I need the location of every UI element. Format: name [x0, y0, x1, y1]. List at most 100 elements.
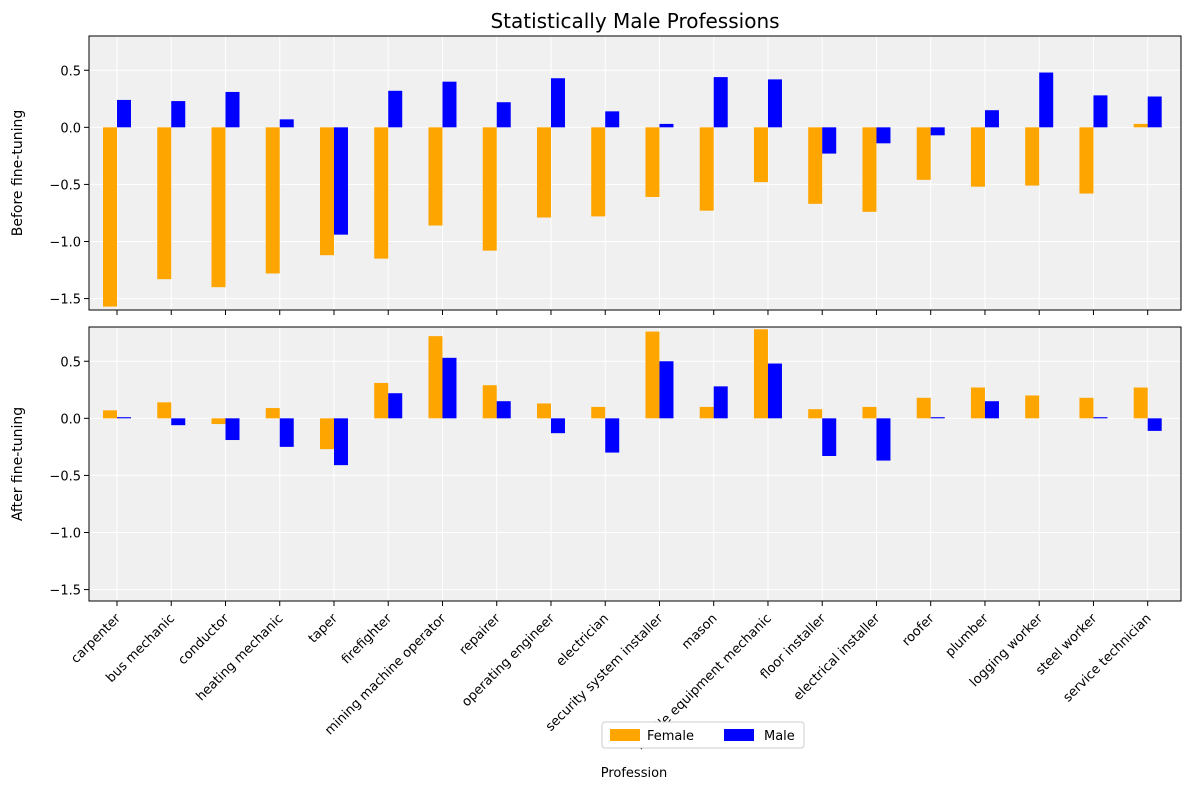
bar-female-firefighter: [374, 382, 389, 419]
bar-male-plumber: [984, 110, 999, 128]
chart-title: Statistically Male Professions: [490, 9, 779, 33]
bar-male-heating-mechanic: [279, 418, 294, 447]
bar-female-plumber: [970, 127, 985, 187]
x-tick-label: carpenter: [68, 611, 124, 667]
bar-female-mason: [699, 127, 714, 211]
bar-male-electrician: [605, 111, 620, 128]
bar-male-bus-mechanic: [171, 101, 186, 128]
bar-female-carpenter: [103, 410, 117, 419]
bar-male-roofer: [930, 127, 945, 136]
bar-male-floor-installer: [822, 127, 837, 154]
bar-male-mobile-equipment-mechanic: [767, 363, 782, 419]
bar-female-roofer: [916, 397, 931, 419]
legend-label-male: Male: [764, 729, 795, 744]
bar-male-operating-engineer: [550, 418, 565, 434]
panel-before: 0.5 0.0 −0.5 −1.0 −1.5 Before fine-tuning: [10, 35, 1182, 315]
plot-area: [89, 327, 1181, 601]
bar-female-heating-mechanic: [265, 408, 280, 419]
bar-male-conductor: [225, 418, 240, 441]
bar-female-bus-mechanic: [157, 402, 172, 419]
bar-female-steel-worker: [1079, 397, 1094, 419]
bar-male-bus-mechanic: [171, 418, 186, 426]
bar-female-service-technician: [1133, 387, 1148, 419]
x-tick-label: taper: [306, 611, 342, 647]
bar-female-steel-worker: [1079, 127, 1094, 194]
bar-male-mason: [713, 77, 728, 128]
plot-area: [89, 36, 1181, 310]
bar-male-roofer: [930, 417, 945, 419]
bar-male-taper: [333, 127, 348, 235]
bar-female-mobile-equipment-mechanic: [753, 329, 768, 419]
bar-male-electrical-installer: [876, 127, 891, 144]
bar-male-firefighter: [388, 393, 403, 419]
bar-female-logging-worker: [1025, 395, 1040, 419]
bar-male-repairer: [496, 401, 511, 419]
y-tick-label: −1.5: [49, 293, 81, 308]
bar-male-steel-worker: [1093, 417, 1108, 419]
bar-female-repairer: [482, 127, 497, 251]
bar-female-heating-mechanic: [265, 127, 280, 274]
bar-female-plumber: [970, 387, 985, 419]
bar-male-mobile-equipment-mechanic: [767, 79, 782, 128]
bar-female-floor-installer: [808, 409, 823, 419]
x-axis-label: Profession: [601, 766, 668, 781]
bar-male-plumber: [984, 401, 999, 419]
bar-male-taper: [333, 418, 348, 466]
x-tick-label: operating engineer: [459, 611, 558, 710]
bar-male-firefighter: [388, 90, 403, 128]
x-tick-label: roofer: [899, 611, 938, 650]
bar-female-floor-installer: [808, 127, 823, 204]
y-tick-label: 0.0: [60, 121, 81, 136]
bar-female-repairer: [482, 385, 497, 419]
x-tick-label: repairer: [457, 611, 504, 658]
bar-male-carpenter: [117, 417, 131, 419]
bar-female-electrical-installer: [862, 406, 877, 419]
bar-female-logging-worker: [1025, 127, 1040, 186]
plot-frame: [88, 35, 1182, 311]
plot-frame: [88, 326, 1182, 602]
bar-male-electrician: [605, 418, 620, 453]
bar-male-heating-mechanic: [279, 119, 294, 128]
bar-female-electrician: [591, 127, 606, 217]
bar-female-security-system-installer: [645, 127, 660, 197]
bar-male-service-technician: [1147, 418, 1162, 431]
panel-after: 0.5 0.0 −0.5 −1.0 −1.5 After fine-tuning: [10, 326, 1182, 606]
bar-male-operating-engineer: [550, 78, 565, 128]
bar-female-conductor: [211, 418, 226, 425]
bar-female-mason: [699, 406, 714, 419]
y-axis-label: After fine-tuning: [10, 407, 26, 521]
y-axis-label: Before fine-tuning: [10, 110, 26, 236]
x-tick-label: electrician: [554, 611, 613, 670]
legend: Female Male: [601, 721, 805, 749]
x-tick-label: mason: [679, 611, 720, 652]
y-tick-label: 0.5: [60, 64, 81, 79]
bar-male-mining-machine-operator: [442, 81, 457, 128]
y-tick-label: −1.0: [49, 236, 81, 251]
y-tick-label: −0.5: [49, 178, 81, 193]
y-tick-label: −0.5: [49, 469, 81, 484]
bar-female-mining-machine-operator: [428, 127, 443, 226]
bar-male-floor-installer: [822, 418, 837, 457]
bar-female-mining-machine-operator: [428, 336, 443, 419]
bar-female-operating-engineer: [536, 127, 551, 218]
bar-female-operating-engineer: [536, 403, 551, 419]
bar-female-electrician: [591, 406, 606, 419]
bar-female-electrical-installer: [862, 127, 877, 212]
legend-swatch-female: [610, 729, 640, 741]
legend-frame: [601, 721, 805, 749]
x-tick-label: plumber: [943, 611, 993, 661]
bar-male-conductor: [225, 91, 240, 128]
bar-female-taper: [319, 127, 334, 256]
bar-female-firefighter: [374, 127, 389, 259]
x-tick-label: conductor: [175, 611, 232, 668]
bar-female-roofer: [916, 127, 931, 180]
legend-label-female: Female: [647, 729, 694, 744]
x-tick-label: firefighter: [339, 611, 396, 668]
bar-female-mobile-equipment-mechanic: [753, 127, 768, 183]
bar-female-taper: [319, 418, 334, 450]
y-tick-label: 0.0: [60, 412, 81, 427]
bar-male-carpenter: [117, 99, 131, 128]
bar-male-electrical-installer: [876, 418, 891, 461]
